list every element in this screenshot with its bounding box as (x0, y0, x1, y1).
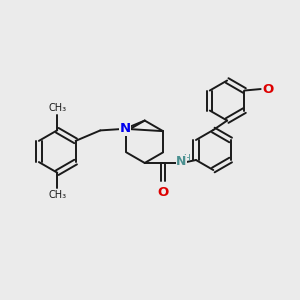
Text: O: O (262, 82, 273, 95)
Text: CH₃: CH₃ (48, 190, 66, 200)
Text: O: O (157, 186, 169, 199)
Text: H: H (183, 154, 190, 163)
Text: CH₃: CH₃ (48, 103, 66, 112)
Text: N: N (176, 155, 187, 168)
Text: N: N (119, 122, 130, 135)
